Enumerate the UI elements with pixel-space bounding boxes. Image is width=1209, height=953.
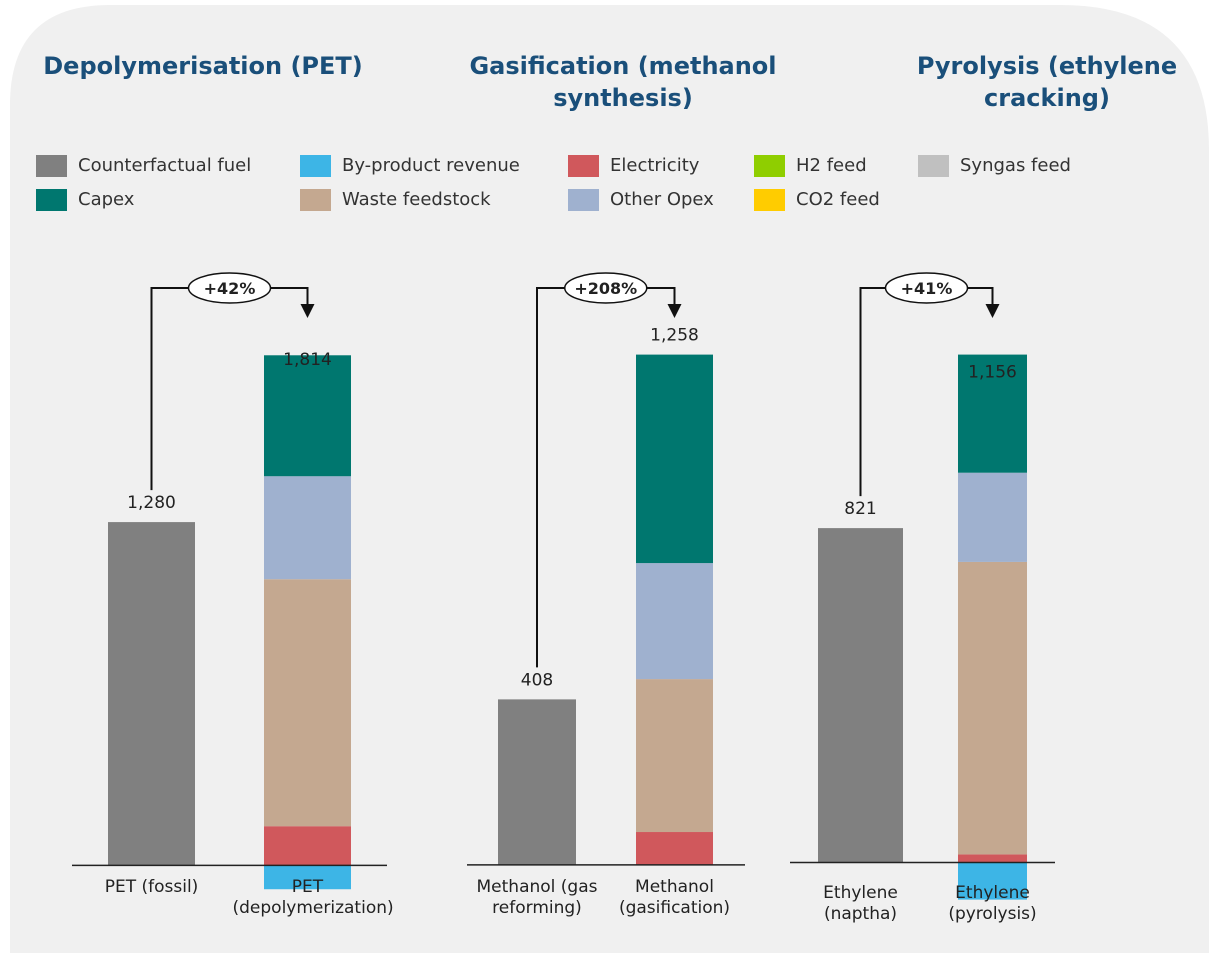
arrow-head bbox=[300, 304, 315, 318]
total-label: 408 bbox=[521, 670, 553, 690]
arrow-head bbox=[667, 304, 682, 318]
legend-label: Electricity bbox=[610, 155, 700, 176]
annotation: +42% bbox=[204, 279, 256, 298]
bar-segment bbox=[958, 354, 1027, 473]
legend-swatch bbox=[754, 155, 785, 177]
bar-segment bbox=[264, 355, 351, 477]
legend-label: Syngas feed bbox=[960, 155, 1071, 176]
bar-segment bbox=[636, 832, 713, 865]
legend-swatch bbox=[568, 189, 599, 211]
bar-segment bbox=[264, 476, 351, 580]
panel-title: Pyrolysis (ethylene cracking) bbox=[916, 52, 1178, 112]
legend-label: Counterfactual fuel bbox=[78, 155, 252, 176]
bar-segment bbox=[108, 522, 195, 866]
legend-swatch bbox=[300, 189, 331, 211]
legend-swatch bbox=[568, 155, 599, 177]
total-label: 1,280 bbox=[127, 493, 176, 513]
total-label: 1,258 bbox=[650, 326, 699, 346]
legend-swatch bbox=[918, 155, 949, 177]
category-label: Ethylene (pyrolysis) bbox=[948, 883, 1037, 924]
legend-label: CO2 feed bbox=[796, 189, 880, 210]
category-label: PET (depolymerization) bbox=[232, 877, 394, 918]
bar-segment bbox=[264, 826, 351, 866]
bar-segment bbox=[818, 528, 903, 863]
bar-segment bbox=[958, 561, 1027, 855]
category-label: Methanol (gasification) bbox=[618, 877, 731, 918]
category-label: Ethylene (naptha) bbox=[823, 883, 898, 924]
legend-label: Other Opex bbox=[610, 189, 714, 210]
legend-swatch bbox=[36, 189, 67, 211]
panel-title: Gasification (methanol synthesis) bbox=[469, 52, 777, 112]
annotation-bubble bbox=[884, 272, 969, 304]
legend-label: By-product revenue bbox=[342, 155, 520, 176]
total-label: 1,156 bbox=[968, 363, 1017, 383]
bar-segment bbox=[264, 865, 351, 890]
annotation: +41% bbox=[901, 279, 953, 298]
legend-label: Capex bbox=[78, 189, 135, 210]
bar-segment bbox=[958, 472, 1027, 562]
category-label: Methanol (gas reforming) bbox=[476, 877, 598, 918]
annotation-bubble bbox=[564, 272, 648, 304]
legend-label: Waste feedstock bbox=[342, 189, 491, 210]
bar-segment bbox=[958, 862, 1027, 900]
bar-segment bbox=[636, 679, 713, 833]
annotation-bubble bbox=[187, 272, 272, 304]
bar-segment bbox=[636, 354, 713, 564]
bar-segment bbox=[636, 563, 713, 680]
legend-swatch bbox=[36, 155, 67, 177]
total-label: 821 bbox=[844, 499, 876, 519]
arrow-head bbox=[985, 304, 1000, 318]
category-label: PET (fossil) bbox=[104, 877, 199, 897]
legend-label: H2 feed bbox=[796, 155, 867, 176]
panel-title: Depolymerisation (PET) bbox=[43, 52, 363, 80]
legend-swatch bbox=[754, 189, 785, 211]
bar-segment bbox=[498, 699, 576, 865]
annotation: +208% bbox=[574, 279, 637, 298]
legend-swatch bbox=[300, 155, 331, 177]
total-label: 1,814 bbox=[283, 350, 332, 370]
bar-segment bbox=[958, 854, 1027, 863]
bar-segment bbox=[264, 579, 351, 827]
